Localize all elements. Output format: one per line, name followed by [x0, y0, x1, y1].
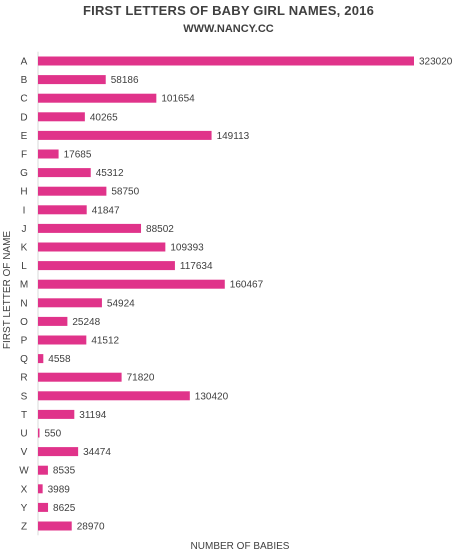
bar-g	[38, 168, 91, 178]
value-label-g: 45312	[96, 168, 124, 179]
category-label-d: D	[20, 112, 27, 123]
bar-e	[38, 130, 212, 140]
category-label-i: I	[23, 205, 26, 216]
bar-m	[38, 279, 225, 289]
value-label-i: 41847	[92, 205, 120, 216]
bar-t	[38, 409, 75, 419]
category-label-z: Z	[21, 522, 27, 533]
value-label-m: 160467	[230, 280, 264, 291]
category-label-n: N	[20, 298, 27, 309]
bar-s	[38, 391, 190, 401]
category-label-h: H	[20, 187, 27, 198]
value-label-e: 149113	[217, 131, 250, 142]
category-label-f: F	[21, 150, 27, 161]
bar-h	[38, 186, 107, 196]
category-label-g: G	[20, 168, 28, 179]
category-label-l: L	[21, 261, 27, 272]
bar-l	[38, 261, 175, 271]
bars-group	[38, 56, 414, 531]
category-label-p: P	[21, 336, 28, 347]
bar-k	[38, 242, 166, 252]
category-label-c: C	[20, 94, 27, 105]
bar-x	[38, 484, 43, 494]
bar-b	[38, 75, 106, 85]
value-label-d: 40265	[90, 112, 118, 123]
category-label-q: Q	[20, 354, 28, 365]
category-label-m: M	[20, 280, 28, 291]
bar-q	[38, 354, 44, 364]
bar-f	[38, 149, 59, 159]
value-labels-group: 323020 58186 101654 40265 149113 17685 45312 58…	[45, 57, 453, 533]
value-label-c: 101654	[161, 94, 195, 105]
value-label-y: 8625	[53, 503, 76, 514]
value-label-k: 109393	[170, 243, 204, 254]
category-label-y: Y	[21, 503, 28, 514]
category-label-o: O	[20, 317, 28, 328]
category-label-x: X	[21, 484, 28, 495]
value-label-n: 54924	[107, 298, 135, 309]
category-label-r: R	[20, 373, 27, 384]
category-label-v: V	[21, 447, 28, 458]
category-label-j: J	[22, 224, 27, 235]
value-label-x: 3989	[48, 484, 71, 495]
value-label-h: 58750	[111, 187, 139, 198]
value-label-f: 17685	[64, 150, 92, 161]
y-axis-title: FIRST LETTER OF NAME	[2, 231, 13, 349]
value-label-b: 58186	[111, 75, 139, 86]
category-label-e: E	[21, 131, 28, 142]
category-label-b: B	[21, 75, 28, 86]
category-label-w: W	[19, 466, 29, 477]
value-label-z: 28970	[77, 522, 105, 533]
bar-a	[38, 56, 414, 66]
bar-d	[38, 112, 85, 122]
value-label-s: 130420	[195, 391, 229, 402]
value-label-v: 34474	[83, 447, 111, 458]
bar-p	[38, 335, 87, 345]
category-label-t: T	[21, 410, 27, 421]
bar-r	[38, 372, 122, 382]
bar-w	[38, 465, 48, 475]
bar-o	[38, 316, 68, 326]
value-label-p: 41512	[91, 336, 119, 347]
value-label-o: 25248	[72, 317, 100, 328]
category-label-k: K	[21, 243, 28, 254]
value-label-q: 4558	[48, 354, 71, 365]
value-label-w: 8535	[53, 466, 76, 477]
category-label-a: A	[21, 57, 28, 68]
category-label-u: U	[20, 429, 27, 440]
value-label-j: 88502	[146, 224, 174, 235]
value-label-a: 323020	[419, 57, 453, 68]
bar-v	[38, 447, 79, 457]
value-label-l: 117634	[180, 261, 213, 272]
category-label-s: S	[21, 391, 28, 402]
bar-n	[38, 298, 102, 308]
bar-c	[38, 93, 157, 103]
bar-z	[38, 521, 72, 531]
bar-u	[38, 428, 40, 438]
value-label-u: 550	[45, 429, 62, 440]
value-label-r: 71820	[127, 373, 155, 384]
chart-title: FIRST LETTERS OF BABY GIRL NAMES, 2016	[83, 3, 374, 18]
chart-subtitle: WWW.NANCY.CC	[183, 23, 274, 35]
bar-j	[38, 223, 142, 233]
value-label-t: 31194	[79, 410, 107, 421]
bar-i	[38, 205, 87, 215]
x-axis-title: NUMBER OF BABIES	[191, 541, 290, 552]
bar-y	[38, 502, 49, 512]
